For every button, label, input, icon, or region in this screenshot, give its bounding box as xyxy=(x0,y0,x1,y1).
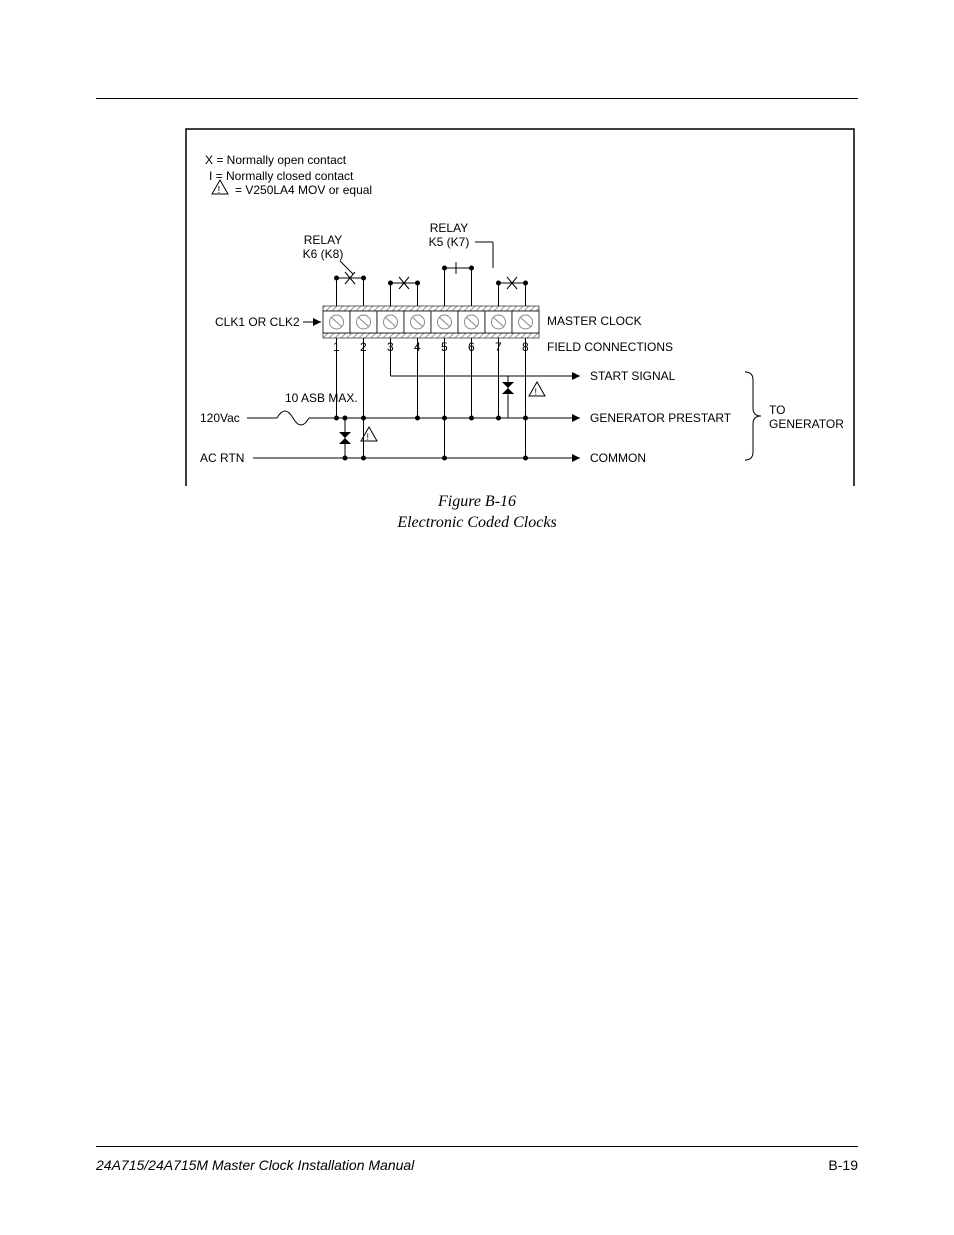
label-relay-right-2: K5 (K7) xyxy=(429,235,470,249)
label-gen-prestart: GENERATOR PRESTART xyxy=(590,411,732,425)
caption-line-2: Electronic Coded Clocks xyxy=(0,513,954,534)
top-rule xyxy=(96,98,858,99)
label-ac-rtn: AC RTN xyxy=(200,451,244,465)
figure-caption: Figure B-16 Electronic Coded Clocks xyxy=(0,492,954,534)
mov-icon-1: ! xyxy=(502,376,545,418)
label-master-clock: MASTER CLOCK xyxy=(547,314,642,328)
label-relay-right-1: RELAY xyxy=(430,221,468,235)
svg-text:!: ! xyxy=(367,432,370,442)
svg-text:!: ! xyxy=(535,387,538,397)
footer-left: 24A715/24A715M Master Clock Installation… xyxy=(96,1157,414,1173)
terminal-block: 1 2 3 4 5 6 7 8 xyxy=(323,306,539,354)
label-start-signal: START SIGNAL xyxy=(590,369,676,383)
label-field-conn: FIELD CONNECTIONS xyxy=(547,340,673,354)
legend-line2: I = Normally closed contact xyxy=(209,169,354,183)
label-to-gen-1: TO xyxy=(769,403,785,417)
label-120vac: 120Vac xyxy=(200,411,240,425)
label-fuse: 10 ASB MAX. xyxy=(285,391,358,405)
label-relay-left-1: RELAY xyxy=(304,233,342,247)
label-clk: CLK1 OR CLK2 xyxy=(215,315,300,329)
svg-text:!: ! xyxy=(218,185,221,196)
label-common: COMMON xyxy=(590,451,646,465)
wiring-diagram: X = Normally open contact I = Normally c… xyxy=(185,128,855,493)
label-to-gen-2: GENERATOR xyxy=(769,417,844,431)
brace xyxy=(745,372,761,460)
caption-line-1: Figure B-16 xyxy=(0,492,954,513)
legend-line1: X = Normally open contact xyxy=(205,153,347,167)
bottom-rule xyxy=(96,1146,858,1147)
footer-right: B-19 xyxy=(828,1157,858,1173)
legend-line3: = V250LA4 MOV or equal xyxy=(235,183,372,197)
mov-icon-2: ! xyxy=(339,416,377,461)
label-relay-left-2: K6 (K8) xyxy=(303,247,344,261)
